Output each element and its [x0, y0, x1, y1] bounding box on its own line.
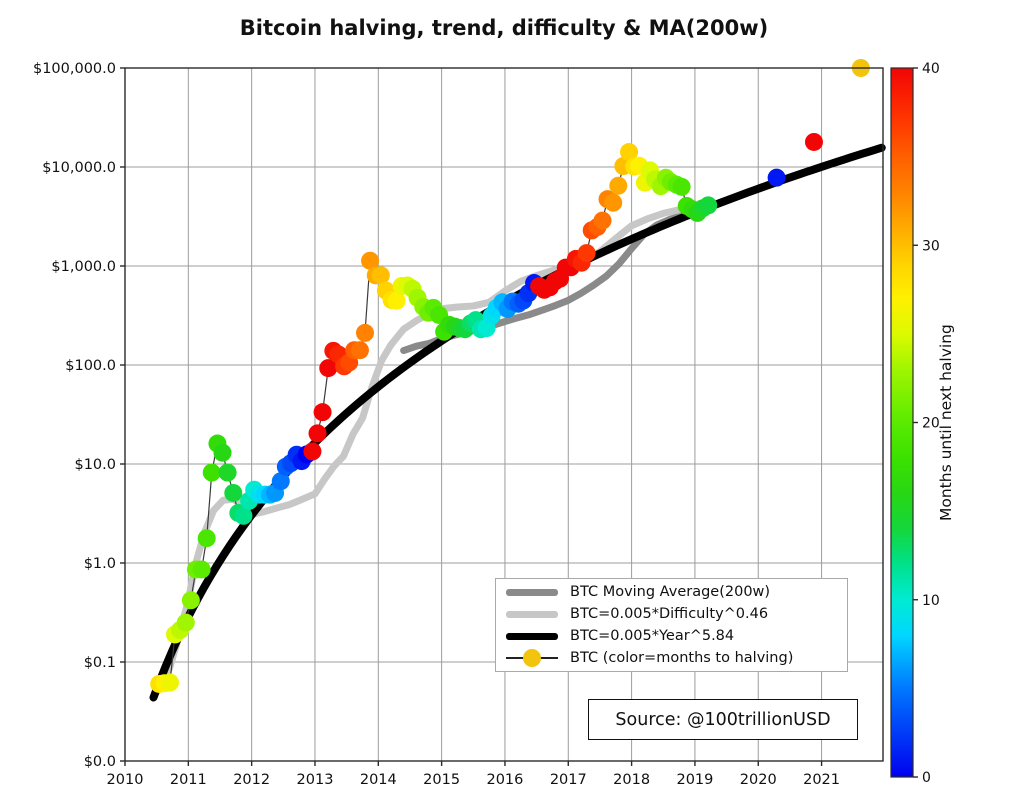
btc-point [303, 442, 322, 461]
x-tick-label: 2021 [803, 772, 840, 788]
legend-item: BTC (color=months to halving) [504, 647, 839, 669]
colorbar-tick-label: 0 [922, 770, 931, 786]
btc-point [361, 251, 380, 270]
legend-marker-dot [523, 649, 541, 667]
btc-scatter-points [150, 59, 870, 693]
y-tick-label: $0.0 [84, 754, 116, 770]
axes-frame [124, 67, 884, 762]
btc-point [319, 359, 338, 378]
btc-point [699, 196, 718, 215]
x-tick-label: 2018 [613, 772, 650, 788]
x-tick-label: 2013 [297, 772, 334, 788]
source-box: Source: @100trillionUSD [588, 699, 858, 740]
x-tick-label: 2019 [676, 772, 713, 788]
btc-point [593, 211, 612, 230]
y-tick-label: $100.0 [65, 358, 116, 374]
btc-point [577, 244, 596, 263]
btc-point [371, 266, 390, 285]
x-tick-label: 2010 [107, 772, 144, 788]
legend-line [506, 610, 558, 618]
legend-item-label: BTC Moving Average(200w) [570, 584, 771, 600]
btc-point [181, 591, 200, 610]
btc-point [804, 132, 823, 151]
y-tick-label: $10.0 [74, 457, 116, 473]
legend-line-swatch [504, 588, 560, 596]
legend-item: BTC Moving Average(200w) [504, 581, 839, 603]
y-tick-label: $10,000.0 [42, 160, 116, 176]
y-tick-label: $0.1 [84, 655, 116, 671]
plot-border [124, 67, 884, 762]
btc-point [604, 193, 623, 212]
btc-point [313, 403, 332, 422]
legend-item-label: BTC=0.005*Difficulty^0.46 [570, 606, 769, 622]
legend-item: BTC=0.005*Difficulty^0.46 [504, 603, 839, 625]
x-axis-tick-labels: 2010 2011 2012 2013 2014 2015 2016 2017 2018 2019… [107, 761, 840, 788]
x-tick-label: 2020 [740, 772, 777, 788]
btc-point [350, 341, 369, 360]
colorbar-tick-label: 10 [922, 593, 940, 609]
x-tick-label: 2011 [170, 772, 207, 788]
legend: BTC Moving Average(200w) BTC=0.005*Diffic… [495, 578, 848, 672]
legend-line [506, 588, 558, 596]
x-tick-label: 2016 [486, 772, 523, 788]
colorbar: 0 10 20 30 40 [890, 61, 940, 786]
btc-point [213, 443, 232, 462]
y-axis-tick-labels: $100,000.0 $10,000.0 $1,000.0 $100.0 $10.0 $1… [33, 61, 125, 770]
legend-line-swatch [504, 632, 560, 640]
colorbar-tick-label: 30 [922, 238, 940, 254]
x-tick-label: 2014 [360, 772, 397, 788]
btc-point [160, 673, 179, 692]
source-text: Source: @100trillionUSD [615, 709, 831, 730]
y-tick-label: $1.0 [84, 556, 116, 572]
btc-point [620, 143, 639, 162]
btc-point [176, 613, 195, 632]
y-tick-label: $100,000.0 [33, 61, 116, 77]
y-tick-label: $1,000.0 [51, 259, 116, 275]
legend-item-label: BTC=0.005*Year^5.84 [570, 628, 735, 644]
btc-point [224, 483, 243, 502]
legend-line-swatch [504, 610, 560, 618]
colorbar-tick-label: 40 [922, 61, 940, 77]
colorbar-axis-label: Months until next halving [937, 324, 955, 521]
legend-item-label: BTC (color=months to halving) [570, 650, 794, 666]
chart-title: Bitcoin halving, trend, difficulty & MA(… [239, 16, 769, 40]
legend-line [506, 632, 558, 640]
colorbar-gradient [890, 67, 914, 778]
btc-point [234, 506, 253, 525]
btc-point [271, 472, 290, 491]
btc-point [387, 291, 406, 310]
btc-point [197, 529, 216, 548]
btc-point [192, 560, 211, 579]
x-tick-label: 2012 [233, 772, 270, 788]
btc-point [356, 323, 375, 342]
btc-point [672, 177, 691, 196]
btc-point [609, 176, 628, 195]
btc-point [308, 424, 327, 443]
legend-marker-swatch [504, 649, 560, 667]
btc-point [767, 168, 786, 187]
legend-item: BTC=0.005*Year^5.84 [504, 625, 839, 647]
btc-point [218, 463, 237, 482]
x-tick-label: 2017 [550, 772, 587, 788]
btc-point [202, 463, 221, 482]
colorbar-tick-label: 20 [922, 416, 940, 432]
x-tick-label: 2015 [423, 772, 460, 788]
